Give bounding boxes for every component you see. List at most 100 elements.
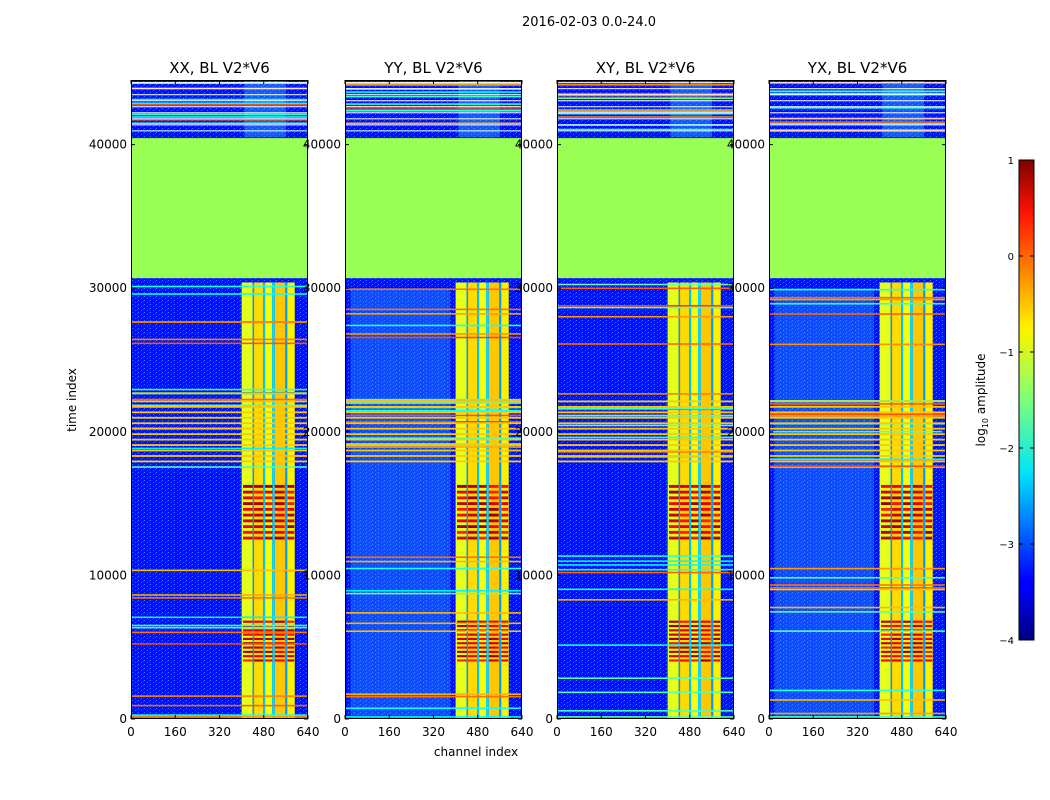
hot-patch	[243, 502, 253, 506]
hot-patch	[713, 620, 721, 623]
hot-patch	[700, 659, 711, 662]
hot-patch	[457, 502, 467, 506]
hot-patch	[713, 530, 721, 534]
rfi-stripe	[769, 587, 946, 589]
rfi-stripe	[345, 122, 522, 125]
hot-patch	[457, 496, 467, 500]
hot-patch	[669, 513, 679, 517]
rfi-stripe	[557, 436, 734, 439]
hot-patch	[912, 496, 923, 500]
hot-patch	[680, 507, 690, 511]
rfi-stripe	[769, 455, 946, 457]
y-tick-label: 30000	[515, 281, 553, 295]
hot-patch	[488, 536, 499, 540]
hot-patch	[457, 659, 467, 662]
hot-patch	[265, 536, 273, 540]
rfi-stripe	[345, 560, 522, 563]
panel-3: XY, BL V2*V6 0 160 320 480 640 0 10000 20000 3000…	[515, 59, 746, 739]
hot-patch	[501, 507, 509, 511]
rfi-stripe	[345, 695, 522, 698]
rfi-stripe	[131, 447, 308, 450]
y-tick-label: 0	[333, 712, 341, 726]
colorbar-gradient	[1018, 159, 1035, 641]
hot-patch	[680, 484, 690, 488]
rfi-stripe	[131, 416, 308, 419]
hot-patch	[287, 659, 295, 662]
hot-patch	[274, 519, 285, 523]
hot-patch	[680, 646, 690, 649]
rfi-stripe	[769, 90, 946, 93]
y-tick-label: 0	[757, 712, 765, 726]
hot-patch	[287, 650, 295, 653]
data-gap-line	[769, 88, 946, 90]
hot-patch	[254, 646, 264, 649]
hot-patch	[903, 484, 911, 488]
rfi-stripe	[557, 407, 734, 410]
hot-patch	[892, 642, 902, 645]
hot-patch	[925, 642, 933, 645]
hot-patch	[501, 637, 509, 641]
hot-patch	[287, 507, 295, 511]
hot-patch	[903, 624, 911, 628]
hot-patch	[669, 642, 679, 645]
hot-patch	[274, 659, 285, 662]
rfi-stripe	[557, 451, 734, 453]
flagged-block	[557, 137, 734, 279]
hot-patch	[457, 490, 467, 494]
hot-patch	[488, 655, 499, 658]
y-tick-label: 40000	[303, 138, 341, 152]
hot-patch	[488, 525, 499, 529]
x-tick-label: 640	[723, 725, 746, 739]
rfi-stripe	[345, 556, 522, 559]
y-tick-label: 30000	[727, 281, 765, 295]
rfi-stripe	[131, 388, 308, 391]
bright-channel-column	[287, 282, 295, 719]
hot-patch	[479, 536, 487, 540]
data-gap-line	[345, 94, 522, 96]
hot-patch	[287, 655, 295, 658]
rfi-stripe	[769, 699, 946, 701]
rfi-stripe	[345, 612, 522, 614]
colorbar: 1 0 −1 −2 −3 −4 log10 amplitude	[974, 156, 1035, 647]
hot-patch	[479, 637, 487, 641]
rfi-stripe	[769, 712, 946, 715]
bright-channel-column	[910, 282, 913, 719]
hot-patch	[468, 642, 478, 645]
hot-patch	[691, 496, 699, 500]
hot-patch	[881, 484, 891, 488]
rfi-stripe	[131, 569, 308, 572]
rfi-stripe	[557, 400, 734, 403]
rfi-stripe	[345, 433, 522, 436]
data-gap-line	[131, 88, 308, 90]
hot-patch	[691, 519, 699, 523]
bright-channel-column	[455, 282, 467, 719]
hot-patch	[892, 637, 902, 641]
hot-patch	[274, 502, 285, 506]
data-gap-line	[557, 112, 734, 114]
rfi-stripe	[769, 302, 946, 305]
hot-patch	[457, 519, 467, 523]
hot-patch	[700, 536, 711, 540]
rfi-stripe	[557, 94, 734, 97]
hot-patch	[274, 490, 285, 494]
hot-patch	[669, 519, 679, 523]
data-gap-line	[131, 124, 308, 126]
rfi-stripe	[557, 599, 734, 601]
hot-patch	[243, 620, 253, 623]
hot-patch	[912, 655, 923, 658]
rfi-stripe	[131, 422, 308, 425]
hot-patch	[669, 525, 679, 529]
bright-channel-column	[254, 282, 264, 719]
hot-patch	[925, 519, 933, 523]
bright-channel-column	[499, 282, 502, 719]
rfi-stripe	[557, 112, 734, 115]
x-tick-label: 160	[590, 725, 613, 739]
hot-patch	[265, 633, 273, 636]
hot-patch	[254, 513, 264, 517]
y-tick-label: 40000	[515, 138, 553, 152]
y-tick-label: 30000	[89, 281, 127, 295]
hot-patch	[479, 655, 487, 658]
hot-patch	[691, 484, 699, 488]
hot-patch	[468, 530, 478, 534]
hot-patch	[265, 637, 273, 641]
